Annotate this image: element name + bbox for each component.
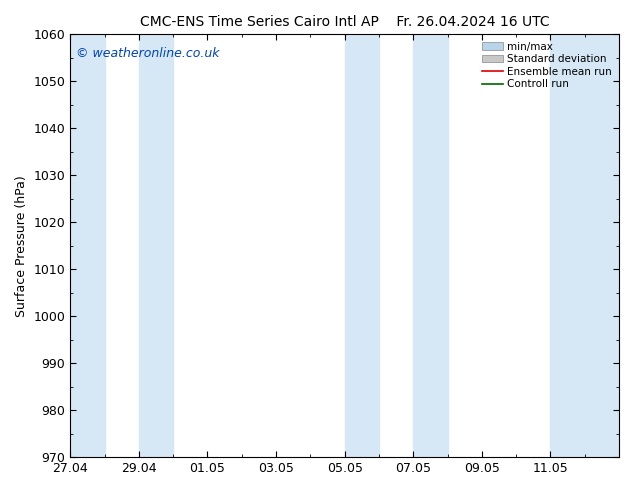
- Bar: [550, 34, 619, 457]
- Bar: [70, 34, 105, 457]
- Title: CMC-ENS Time Series Cairo Intl AP    Fr. 26.04.2024 16 UTC: CMC-ENS Time Series Cairo Intl AP Fr. 26…: [140, 15, 550, 29]
- Bar: [413, 34, 448, 457]
- Bar: [345, 34, 379, 457]
- Text: © weatheronline.co.uk: © weatheronline.co.uk: [76, 47, 219, 60]
- Legend: min/max, Standard deviation, Ensemble mean run, Controll run: min/max, Standard deviation, Ensemble me…: [480, 40, 614, 92]
- Bar: [139, 34, 173, 457]
- Y-axis label: Surface Pressure (hPa): Surface Pressure (hPa): [15, 175, 28, 317]
